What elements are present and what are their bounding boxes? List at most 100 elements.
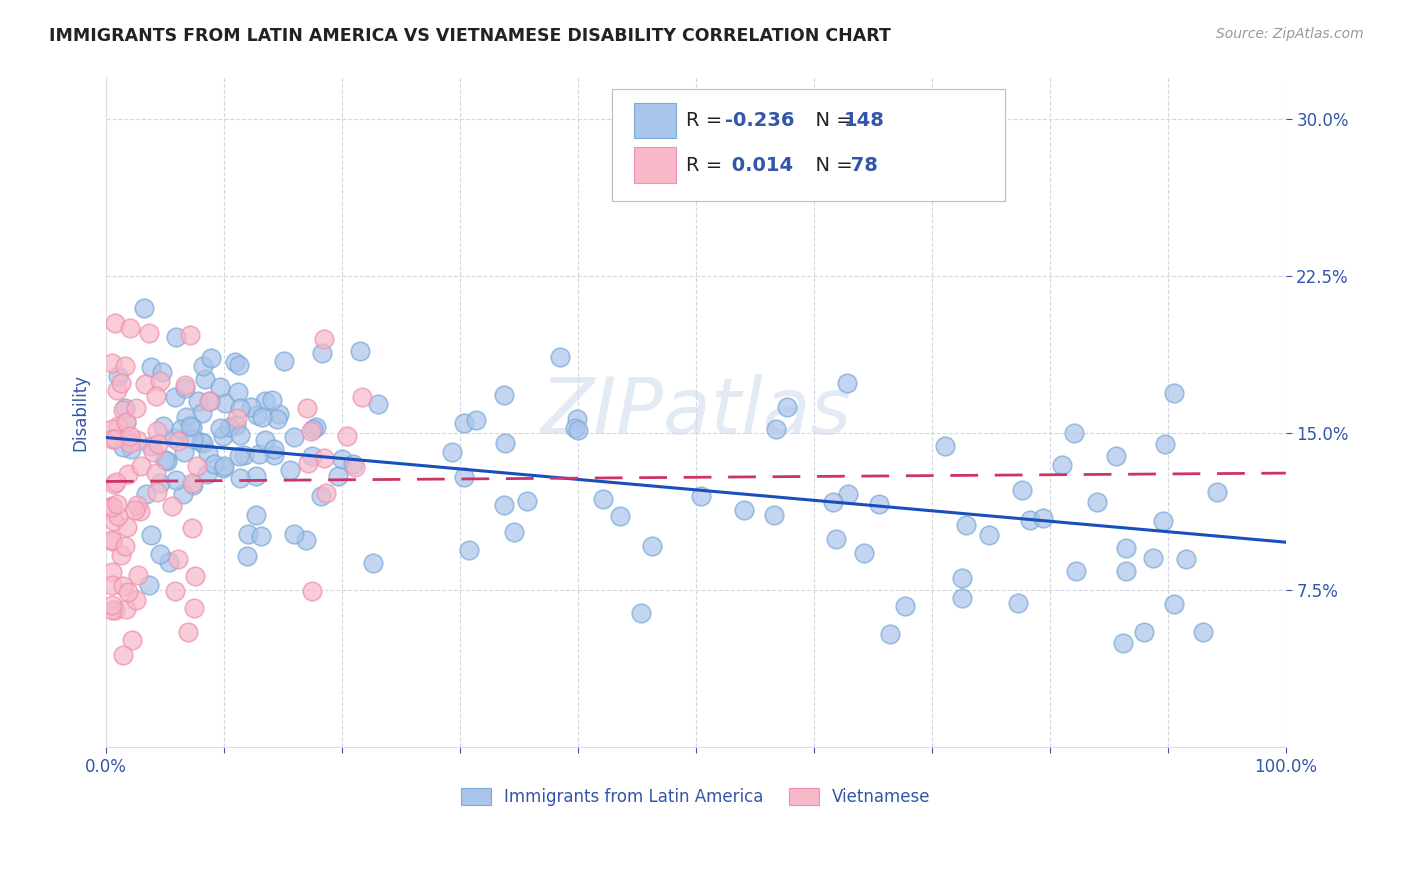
Point bbox=[247, 447, 270, 461]
Point bbox=[225, 418, 247, 433]
Point bbox=[311, 346, 333, 360]
Point bbox=[441, 445, 464, 459]
Point bbox=[214, 396, 236, 410]
Point bbox=[177, 625, 200, 640]
Point bbox=[263, 448, 285, 462]
Point bbox=[236, 549, 259, 563]
Point bbox=[229, 471, 252, 485]
Point bbox=[194, 372, 217, 386]
Point bbox=[170, 422, 193, 436]
Point bbox=[1115, 541, 1137, 555]
Point bbox=[342, 457, 364, 471]
Point bbox=[103, 476, 125, 491]
Point bbox=[117, 585, 139, 599]
Point bbox=[183, 601, 205, 615]
Point bbox=[112, 579, 135, 593]
Point bbox=[690, 489, 713, 503]
Point bbox=[1153, 437, 1175, 451]
Point bbox=[117, 467, 139, 481]
Point bbox=[128, 504, 150, 518]
Point bbox=[955, 518, 977, 533]
Point bbox=[127, 568, 149, 582]
Point bbox=[181, 475, 204, 490]
Point bbox=[121, 632, 143, 647]
Point bbox=[266, 412, 288, 426]
Point bbox=[228, 358, 250, 372]
Point bbox=[453, 469, 475, 483]
Point bbox=[180, 419, 202, 434]
Text: -0.236: -0.236 bbox=[725, 111, 794, 130]
Point bbox=[101, 432, 124, 446]
Text: R =: R = bbox=[686, 155, 728, 175]
Point bbox=[112, 648, 135, 662]
Point bbox=[630, 607, 652, 621]
Point bbox=[135, 487, 157, 501]
Point bbox=[267, 407, 290, 421]
Text: Source: ZipAtlas.com: Source: ZipAtlas.com bbox=[1216, 27, 1364, 41]
Point bbox=[295, 401, 318, 416]
Point bbox=[297, 456, 319, 470]
Point bbox=[343, 459, 366, 474]
Point bbox=[1063, 426, 1085, 441]
Point bbox=[236, 527, 259, 541]
Text: N =: N = bbox=[803, 111, 859, 130]
Point bbox=[1163, 597, 1185, 611]
Point bbox=[349, 344, 371, 359]
Point bbox=[152, 419, 174, 434]
Point bbox=[105, 383, 128, 397]
Point bbox=[837, 486, 859, 500]
Point bbox=[1011, 483, 1033, 498]
Point bbox=[209, 380, 232, 394]
Point bbox=[212, 461, 235, 475]
Point bbox=[260, 393, 283, 408]
Point bbox=[153, 453, 176, 467]
Point bbox=[229, 428, 252, 442]
Text: R =: R = bbox=[686, 111, 728, 130]
Text: 78: 78 bbox=[844, 155, 877, 175]
Point bbox=[592, 491, 614, 506]
Point bbox=[118, 321, 141, 335]
Text: IMMIGRANTS FROM LATIN AMERICA VS VIETNAMESE DISABILITY CORRELATION CHART: IMMIGRANTS FROM LATIN AMERICA VS VIETNAM… bbox=[49, 27, 891, 45]
Point bbox=[186, 459, 208, 474]
Point bbox=[250, 529, 273, 543]
Point bbox=[139, 528, 162, 542]
Point bbox=[254, 393, 277, 408]
Point bbox=[173, 445, 195, 459]
Point bbox=[165, 330, 187, 344]
Y-axis label: Disability: Disability bbox=[72, 374, 89, 451]
Point bbox=[125, 401, 148, 416]
Point bbox=[211, 429, 233, 443]
Point bbox=[101, 355, 124, 369]
Point bbox=[835, 376, 858, 391]
Point bbox=[1152, 514, 1174, 528]
Point bbox=[139, 439, 162, 453]
Point bbox=[101, 566, 124, 580]
Point bbox=[149, 375, 172, 389]
Point bbox=[762, 508, 785, 522]
Point bbox=[209, 420, 232, 434]
Point bbox=[564, 420, 586, 434]
Point bbox=[174, 378, 197, 392]
Point bbox=[492, 498, 515, 512]
Point bbox=[492, 387, 515, 401]
Point bbox=[640, 539, 662, 553]
Point bbox=[950, 571, 973, 585]
Point bbox=[173, 381, 195, 395]
Point bbox=[304, 420, 326, 434]
Point bbox=[107, 418, 129, 433]
Point bbox=[301, 583, 323, 598]
Point bbox=[200, 351, 222, 365]
Point bbox=[824, 532, 846, 546]
Point bbox=[229, 401, 252, 416]
Point bbox=[198, 394, 221, 409]
Point bbox=[1031, 511, 1053, 525]
Point bbox=[565, 412, 588, 426]
Point bbox=[1085, 495, 1108, 509]
Point bbox=[163, 584, 186, 599]
Point bbox=[733, 503, 755, 517]
Point bbox=[104, 316, 127, 330]
Point bbox=[197, 446, 219, 460]
Point bbox=[335, 429, 357, 443]
Point bbox=[302, 422, 325, 436]
Point bbox=[314, 332, 336, 346]
